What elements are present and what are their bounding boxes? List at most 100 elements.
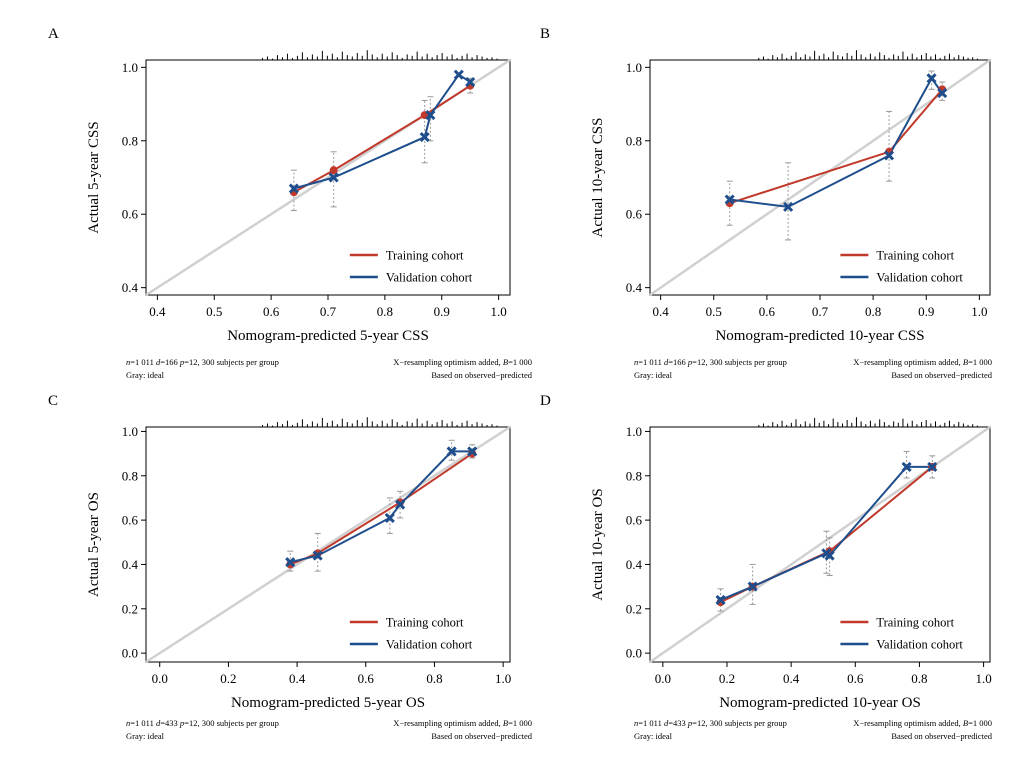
x-tick-label: 0.4 [653, 304, 670, 319]
gray-ideal-note: Gray: ideal [634, 731, 672, 741]
x-tick-label: 0.4 [783, 671, 800, 686]
subject-note: n=1 011 d=166 p=12, 300 subjects per gro… [126, 357, 279, 367]
validation-cohort-point [901, 461, 912, 472]
validation-cohort-point [285, 557, 296, 568]
panel-label: C [48, 393, 59, 409]
x-tick-label: 0.8 [377, 304, 393, 319]
x-tick-label: 1.0 [971, 304, 987, 319]
legend-label-training: Training cohort [876, 616, 954, 630]
x-axis-title: Nomogram-predicted 10-year CSS [715, 328, 924, 344]
x-tick-label: 1.0 [491, 304, 507, 319]
observed-predicted-note: Based on observed−predicted [431, 731, 532, 741]
legend-label-validation: Validation cohort [876, 271, 963, 285]
validation-cohort-point [926, 73, 937, 84]
x-tick-label: 0.2 [719, 671, 735, 686]
validation-cohort-point [747, 581, 758, 592]
y-axis-title: Actual 5-year OS [86, 492, 102, 597]
y-tick-label: 1.0 [626, 424, 642, 439]
y-tick-label: 1.0 [122, 60, 138, 75]
panel-d: D 0.0 0.2 0.4 0.6 0.8 1.0 0.0 0.2 0.4 0.6 0.8 1.0 No… [528, 387, 1028, 757]
validation-cohort-point [884, 150, 895, 161]
resampling-note: X−resampling optimism added, B=1 000 [853, 357, 992, 367]
calibration-plot-b: 0.4 0.5 0.6 0.7 0.8 0.9 1.0 0.4 0.6 0.8 1.0 Nomogra… [590, 50, 991, 344]
y-axis-title: Actual 10-year CSS [590, 118, 606, 238]
panel-label: A [48, 26, 59, 42]
training-cohort-line [293, 84, 471, 194]
gray-ideal-note: Gray: ideal [126, 731, 164, 741]
x-tick-label: 0.4 [289, 671, 306, 686]
y-tick-label: 0.2 [626, 601, 642, 616]
x-tick-label: 0.8 [426, 671, 442, 686]
y-tick-label: 0.8 [626, 468, 642, 483]
validation-cohort-point [453, 69, 464, 80]
validation-cohort-point [465, 76, 476, 88]
y-axis-title: Actual 5-year CSS [86, 121, 102, 233]
calibration-plot-d: 0.0 0.2 0.4 0.6 0.8 1.0 0.0 0.2 0.4 0.6 0.8 1.0 Nomo… [590, 417, 992, 711]
y-tick-label: 0.2 [122, 601, 138, 616]
x-tick-label: 0.5 [206, 304, 222, 319]
x-tick-label: 0.9 [434, 304, 450, 319]
training-cohort-line [729, 88, 943, 205]
subject-note: n=1 011 d=166 p=12, 300 subjects per gro… [634, 357, 787, 367]
resampling-note: X−resampling optimism added, B=1 000 [853, 718, 992, 728]
x-axis-title: Nomogram-predicted 5-year OS [231, 695, 425, 711]
validation-cohort-point [328, 172, 339, 183]
validation-cohort-line [729, 76, 944, 208]
resampling-note: X−resampling optimism added, B=1 000 [393, 357, 532, 367]
x-tick-label: 0.6 [847, 671, 864, 686]
validation-cohort-point [312, 550, 323, 561]
x-tick-label: 0.8 [911, 671, 927, 686]
observed-predicted-note: Based on observed−predicted [431, 370, 532, 380]
y-tick-label: 1.0 [122, 424, 138, 439]
observed-predicted-note: Based on observed−predicted [891, 370, 992, 380]
gray-ideal-note: Gray: ideal [634, 370, 672, 380]
x-tick-label: 0.5 [706, 304, 722, 319]
legend-label-training: Training cohort [876, 249, 954, 263]
validation-cohort-point [395, 499, 406, 510]
y-tick-label: 0.8 [626, 133, 642, 148]
subject-note: n=1 011 d=433 p=12, 300 subjects per gro… [126, 718, 279, 728]
x-tick-label: 0.0 [152, 671, 168, 686]
validation-cohort-line [289, 450, 473, 564]
y-tick-label: 0.6 [626, 207, 643, 222]
calibration-plot-a: 0.4 0.5 0.6 0.7 0.8 0.9 1.0 0.4 0.6 0.8 1.0 Nomogra… [86, 50, 511, 344]
y-tick-label: 0.0 [626, 646, 642, 661]
validation-cohort-point [715, 594, 726, 605]
x-tick-label: 1.0 [495, 671, 511, 686]
plot-frame [649, 426, 991, 663]
legend-label-validation: Validation cohort [876, 638, 963, 652]
y-tick-label: 0.4 [626, 280, 643, 295]
validation-cohort-point [937, 87, 948, 99]
x-tick-label: 1.0 [975, 671, 991, 686]
x-tick-label: 0.0 [655, 671, 671, 686]
panel-label: B [540, 26, 551, 42]
y-tick-label: 0.6 [122, 207, 139, 222]
validation-cohort-point [419, 132, 430, 143]
validation-cohort-point [446, 446, 457, 457]
x-axis-title: Nomogram-predicted 5-year CSS [227, 328, 429, 344]
x-tick-label: 0.6 [358, 671, 375, 686]
y-tick-label: 0.6 [626, 513, 643, 528]
panel-c: C 0.0 0.2 0.4 0.6 0.8 1.0 0.0 0.2 0.4 0.6 0.8 1.0 No… [40, 387, 540, 757]
legend-label-validation: Validation cohort [386, 638, 473, 652]
legend-label-training: Training cohort [386, 249, 464, 263]
panel-b: B 0.4 0.5 0.6 0.7 0.8 0.9 1.0 0.4 0.6 0.8 1.0 Nomog… [528, 20, 1028, 390]
x-tick-label: 0.7 [812, 304, 829, 319]
y-axis-title: Actual 10-year OS [590, 488, 606, 600]
y-tick-label: 0.8 [122, 468, 138, 483]
legend-label-validation: Validation cohort [386, 271, 473, 285]
validation-cohort-point [288, 183, 299, 194]
legend-label-training: Training cohort [386, 616, 464, 630]
validation-cohort-point [724, 194, 735, 205]
x-tick-label: 0.2 [220, 671, 236, 686]
x-tick-label: 0.9 [918, 304, 934, 319]
x-tick-label: 0.8 [865, 304, 881, 319]
x-tick-label: 0.6 [759, 304, 776, 319]
gray-ideal-note: Gray: ideal [126, 370, 164, 380]
y-tick-label: 0.0 [122, 646, 138, 661]
validation-cohort-line [293, 73, 471, 190]
validation-cohort-point [425, 110, 436, 121]
y-tick-label: 0.6 [122, 513, 139, 528]
y-tick-label: 1.0 [626, 60, 642, 75]
y-tick-label: 0.4 [122, 280, 139, 295]
